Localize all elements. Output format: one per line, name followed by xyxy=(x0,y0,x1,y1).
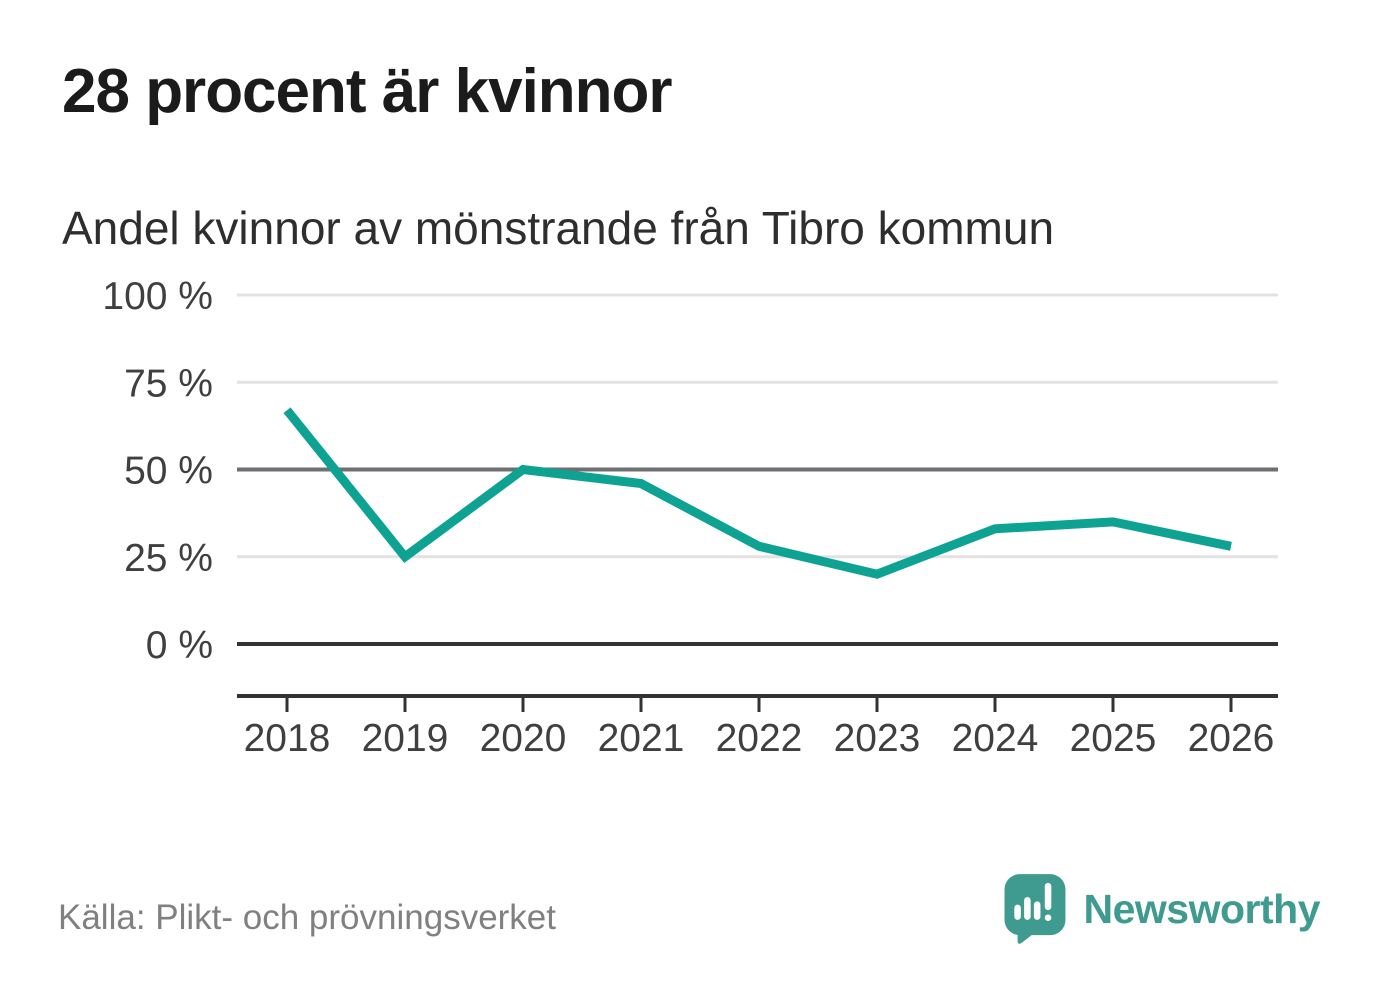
chart-subtitle: Andel kvinnor av mönstrande från Tibro k… xyxy=(62,202,1055,254)
newsworthy-logo: Newsworthy xyxy=(1002,872,1321,946)
x-tick-label: 2026 xyxy=(1188,717,1275,760)
source-caption: Källa: Plikt- och prövningsverket xyxy=(58,898,556,937)
x-tick-label: 2023 xyxy=(834,717,921,760)
y-tick-label: 0 % xyxy=(146,624,213,667)
newsworthy-logo-icon xyxy=(1004,874,1065,944)
x-tick-label: 2025 xyxy=(1070,717,1157,760)
y-tick-label: 75 % xyxy=(124,362,213,405)
x-tick-label: 2022 xyxy=(716,717,803,760)
chart-title: 28 procent är kvinnor xyxy=(62,57,673,126)
x-tick-label: 2019 xyxy=(362,717,449,760)
x-tick-label: 2021 xyxy=(598,717,685,760)
trend-line xyxy=(283,407,1232,579)
y-tick-label: 100 % xyxy=(102,275,213,318)
newsworthy-wordmark: Newsworthy xyxy=(1083,885,1321,932)
y-tick-label: 25 % xyxy=(124,537,213,580)
x-tick-label: 2020 xyxy=(480,717,567,760)
x-tick-label: 2018 xyxy=(244,717,331,760)
y-tick-label: 50 % xyxy=(124,450,213,493)
x-tick-label: 2024 xyxy=(952,717,1039,760)
